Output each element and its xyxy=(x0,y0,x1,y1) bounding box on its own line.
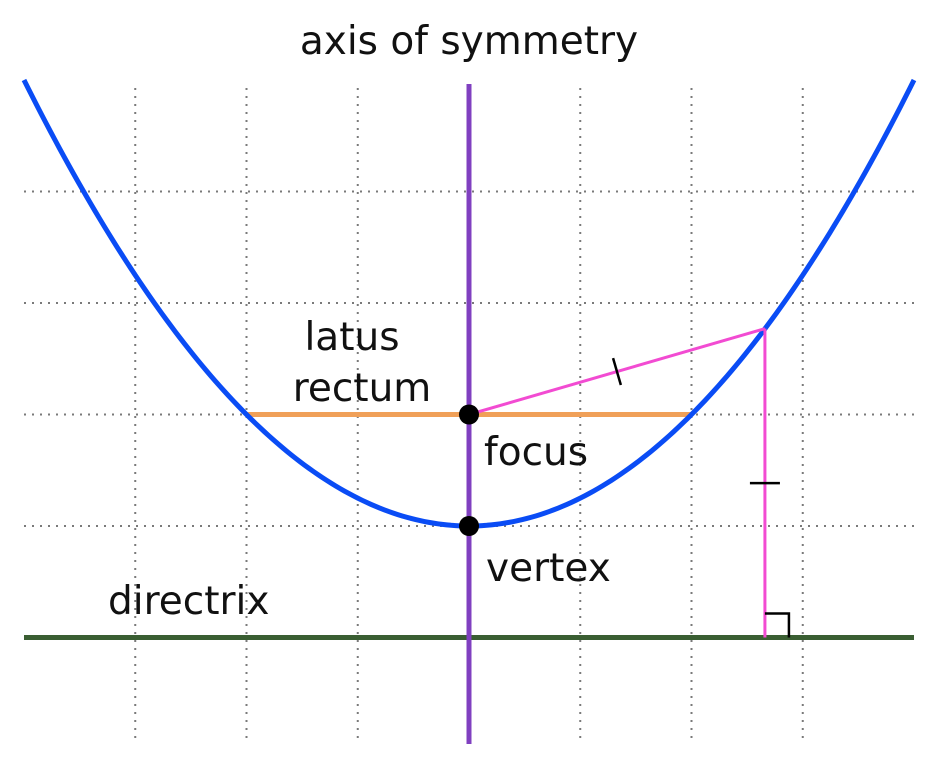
focus-label: focus xyxy=(484,430,588,475)
diagram-title: axis of symmetry xyxy=(300,19,638,64)
equal-length-tick-mark xyxy=(611,357,623,386)
vertex-point xyxy=(459,516,479,536)
focus-point xyxy=(459,404,479,425)
latus-rectum-label-line-1: latus xyxy=(304,315,399,360)
directrix-label: directrix xyxy=(108,579,269,624)
vertex-label: vertex xyxy=(486,546,611,591)
right-angle-marker xyxy=(764,612,791,638)
latus-rectum-label-line-2: rectum xyxy=(293,366,432,411)
grid xyxy=(24,88,914,742)
